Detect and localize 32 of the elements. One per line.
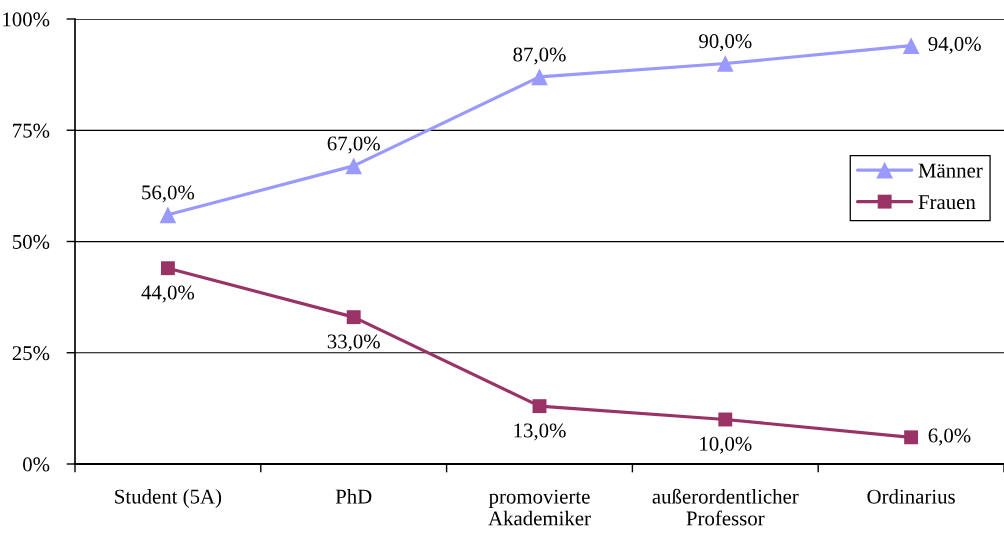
data-label: 90,0%: [699, 34, 752, 52]
legend-label: Männer: [918, 163, 983, 178]
point: [159, 206, 177, 224]
x-tick-label: Ordinarius: [867, 489, 955, 504]
data-label: 56,0%: [142, 185, 195, 203]
legend-label: Frauen: [918, 195, 976, 210]
x-tick-label: promovierte Akademiker: [488, 489, 591, 526]
data-label: 94,0%: [928, 36, 981, 54]
data-label: 10,0%: [700, 436, 752, 454]
data-label: 6,0%: [928, 428, 971, 446]
x-tick-label: Student (5A): [115, 489, 222, 508]
point: [716, 55, 734, 72]
data-label: 67,0%: [327, 136, 380, 154]
point: [346, 310, 361, 325]
data-label: 33,0%: [327, 334, 380, 352]
data-label: 87,0%: [513, 47, 566, 65]
y-tick-label: 75%: [13, 123, 50, 138]
data-label: 13,0%: [514, 423, 566, 441]
y-tick-label: 50%: [13, 234, 50, 249]
data-label: 44,0%: [141, 285, 195, 303]
point: [532, 399, 547, 414]
point: [345, 157, 363, 175]
y-tick-label: 0%: [23, 457, 50, 472]
x-tick-label: PhD: [335, 489, 372, 504]
y-tick-label: 100%: [3, 12, 50, 27]
y-tick-label: 25%: [12, 346, 50, 361]
point: [904, 430, 919, 445]
point: [531, 68, 548, 86]
point: [902, 37, 920, 55]
point: [160, 261, 175, 276]
point: [718, 412, 733, 427]
x-tick-label: außerordentlicher Professor: [652, 488, 799, 526]
